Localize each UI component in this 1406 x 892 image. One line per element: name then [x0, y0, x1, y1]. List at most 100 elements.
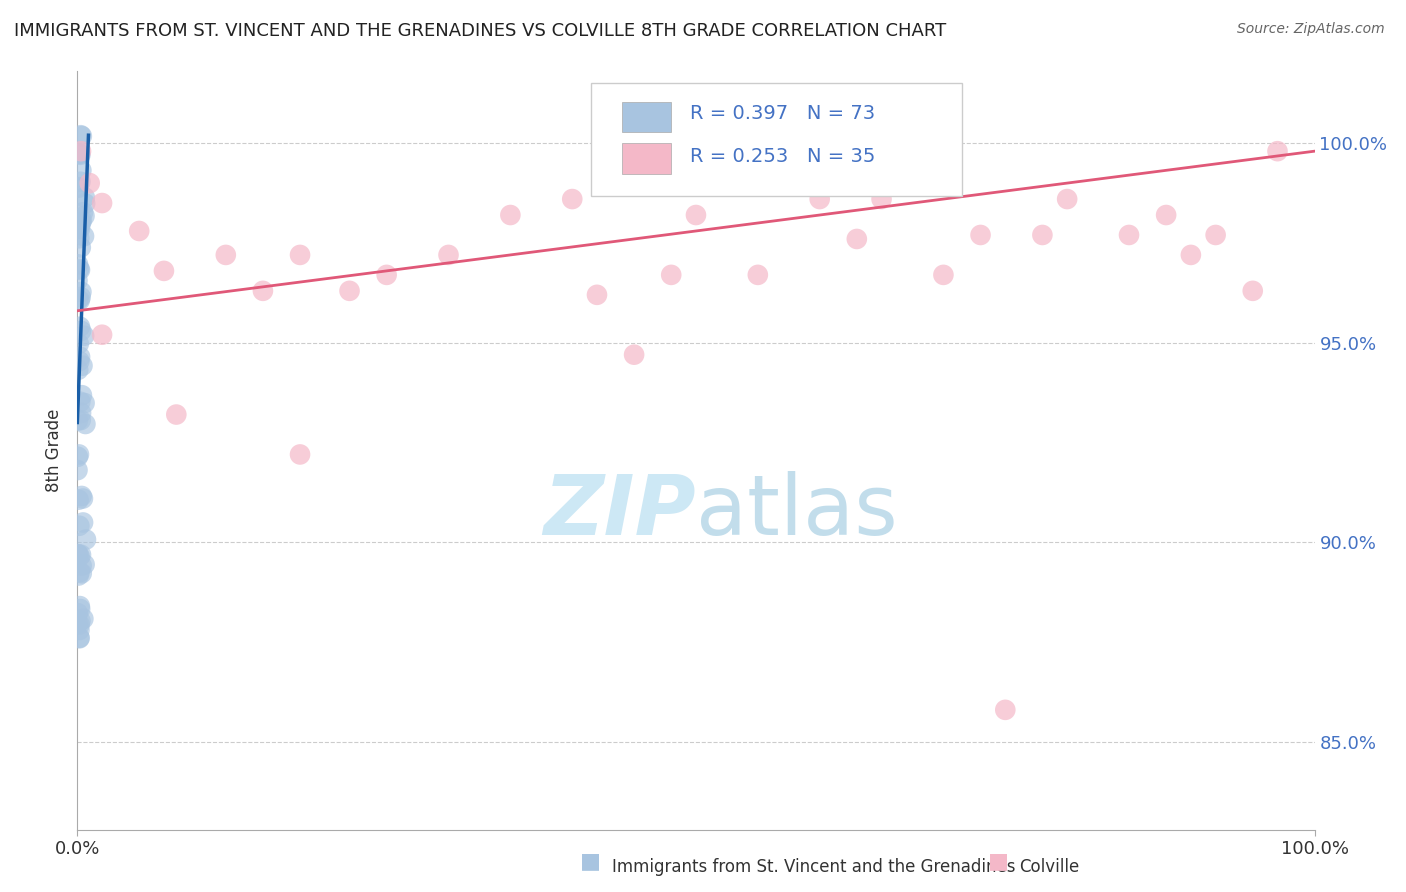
Point — [1205, 227, 1227, 242]
Point — [73, 396, 96, 410]
Text: R = 0.253   N = 35: R = 0.253 N = 35 — [690, 147, 875, 166]
FancyBboxPatch shape — [591, 83, 962, 196]
Point — [67, 492, 90, 507]
Point — [69, 632, 91, 646]
Point — [67, 231, 90, 245]
Point — [128, 224, 150, 238]
Point — [73, 328, 96, 343]
Point — [67, 221, 90, 235]
Point — [91, 327, 114, 342]
Point — [69, 240, 91, 254]
Point — [67, 354, 90, 368]
Point — [67, 518, 90, 533]
Point — [75, 196, 97, 211]
Point — [69, 413, 91, 427]
Point — [70, 216, 93, 230]
Point — [69, 221, 91, 235]
Text: R = 0.397   N = 73: R = 0.397 N = 73 — [690, 104, 875, 123]
Point — [67, 293, 90, 307]
Point — [67, 363, 90, 377]
Point — [685, 208, 707, 222]
Point — [70, 548, 93, 562]
Point — [67, 336, 90, 351]
Point — [66, 463, 89, 477]
Y-axis label: 8th Grade: 8th Grade — [45, 409, 63, 492]
Point — [72, 612, 94, 626]
Point — [69, 293, 91, 308]
Point — [73, 209, 96, 223]
Point — [70, 163, 93, 178]
Point — [623, 348, 645, 362]
Point — [70, 558, 93, 573]
Point — [72, 359, 94, 373]
Point — [69, 148, 91, 162]
Point — [69, 216, 91, 230]
Point — [66, 257, 89, 271]
Point — [1056, 192, 1078, 206]
Point — [67, 219, 90, 234]
Point — [69, 319, 91, 334]
Point — [70, 144, 93, 158]
Point — [73, 229, 96, 244]
Point — [72, 491, 94, 506]
Point — [375, 268, 398, 282]
Point — [1267, 144, 1289, 158]
Point — [69, 263, 91, 277]
Point — [69, 394, 91, 409]
Text: IMMIGRANTS FROM ST. VINCENT AND THE GRENADINES VS COLVILLE 8TH GRADE CORRELATION: IMMIGRANTS FROM ST. VINCENT AND THE GREN… — [14, 22, 946, 40]
Point — [808, 192, 831, 206]
Point — [561, 192, 583, 206]
Point — [70, 388, 93, 402]
Point — [67, 146, 90, 161]
Point — [70, 489, 93, 503]
Point — [499, 208, 522, 222]
Point — [79, 176, 101, 190]
Text: ■: ■ — [988, 851, 1008, 871]
Point — [67, 180, 90, 194]
Point — [69, 623, 91, 637]
Point — [69, 617, 91, 632]
Point — [91, 196, 114, 211]
FancyBboxPatch shape — [621, 144, 671, 174]
Point — [70, 285, 93, 299]
Point — [69, 128, 91, 143]
Point — [66, 606, 89, 620]
Point — [252, 284, 274, 298]
Point — [215, 248, 238, 262]
Point — [288, 248, 311, 262]
Point — [66, 450, 89, 464]
Point — [870, 192, 893, 206]
Point — [69, 565, 91, 579]
Point — [73, 558, 96, 572]
Point — [69, 602, 91, 616]
Point — [1118, 227, 1140, 242]
Point — [70, 213, 93, 227]
Point — [70, 406, 93, 420]
Point — [69, 614, 91, 628]
Point — [845, 232, 868, 246]
Point — [1180, 248, 1202, 262]
Point — [67, 180, 90, 194]
Point — [659, 268, 682, 282]
Point — [73, 190, 96, 204]
Point — [67, 547, 90, 561]
Point — [932, 268, 955, 282]
Point — [66, 616, 89, 631]
Point — [69, 599, 91, 613]
Point — [69, 631, 91, 645]
Point — [69, 147, 91, 161]
Text: Source: ZipAtlas.com: Source: ZipAtlas.com — [1237, 22, 1385, 37]
Point — [69, 549, 91, 564]
Point — [72, 205, 94, 219]
Text: Colville: Colville — [1019, 858, 1080, 876]
Point — [969, 227, 991, 242]
Point — [288, 447, 311, 461]
Point — [994, 703, 1017, 717]
FancyBboxPatch shape — [621, 102, 671, 132]
Point — [153, 264, 176, 278]
Point — [70, 129, 93, 144]
Point — [67, 568, 90, 582]
Point — [75, 417, 97, 431]
Text: Immigrants from St. Vincent and the Grenadines: Immigrants from St. Vincent and the Gren… — [612, 858, 1015, 876]
Point — [67, 261, 90, 276]
